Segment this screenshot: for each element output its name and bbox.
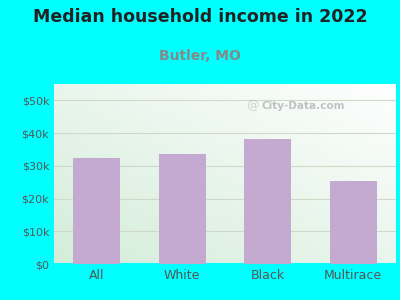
- Text: Median household income in 2022: Median household income in 2022: [33, 8, 367, 26]
- Text: City-Data.com: City-Data.com: [262, 100, 346, 111]
- Bar: [73, 158, 120, 264]
- Bar: [159, 154, 206, 264]
- Bar: [244, 139, 291, 264]
- Text: Butler, MO: Butler, MO: [159, 50, 241, 64]
- Bar: [330, 181, 377, 264]
- Text: @: @: [246, 99, 259, 112]
